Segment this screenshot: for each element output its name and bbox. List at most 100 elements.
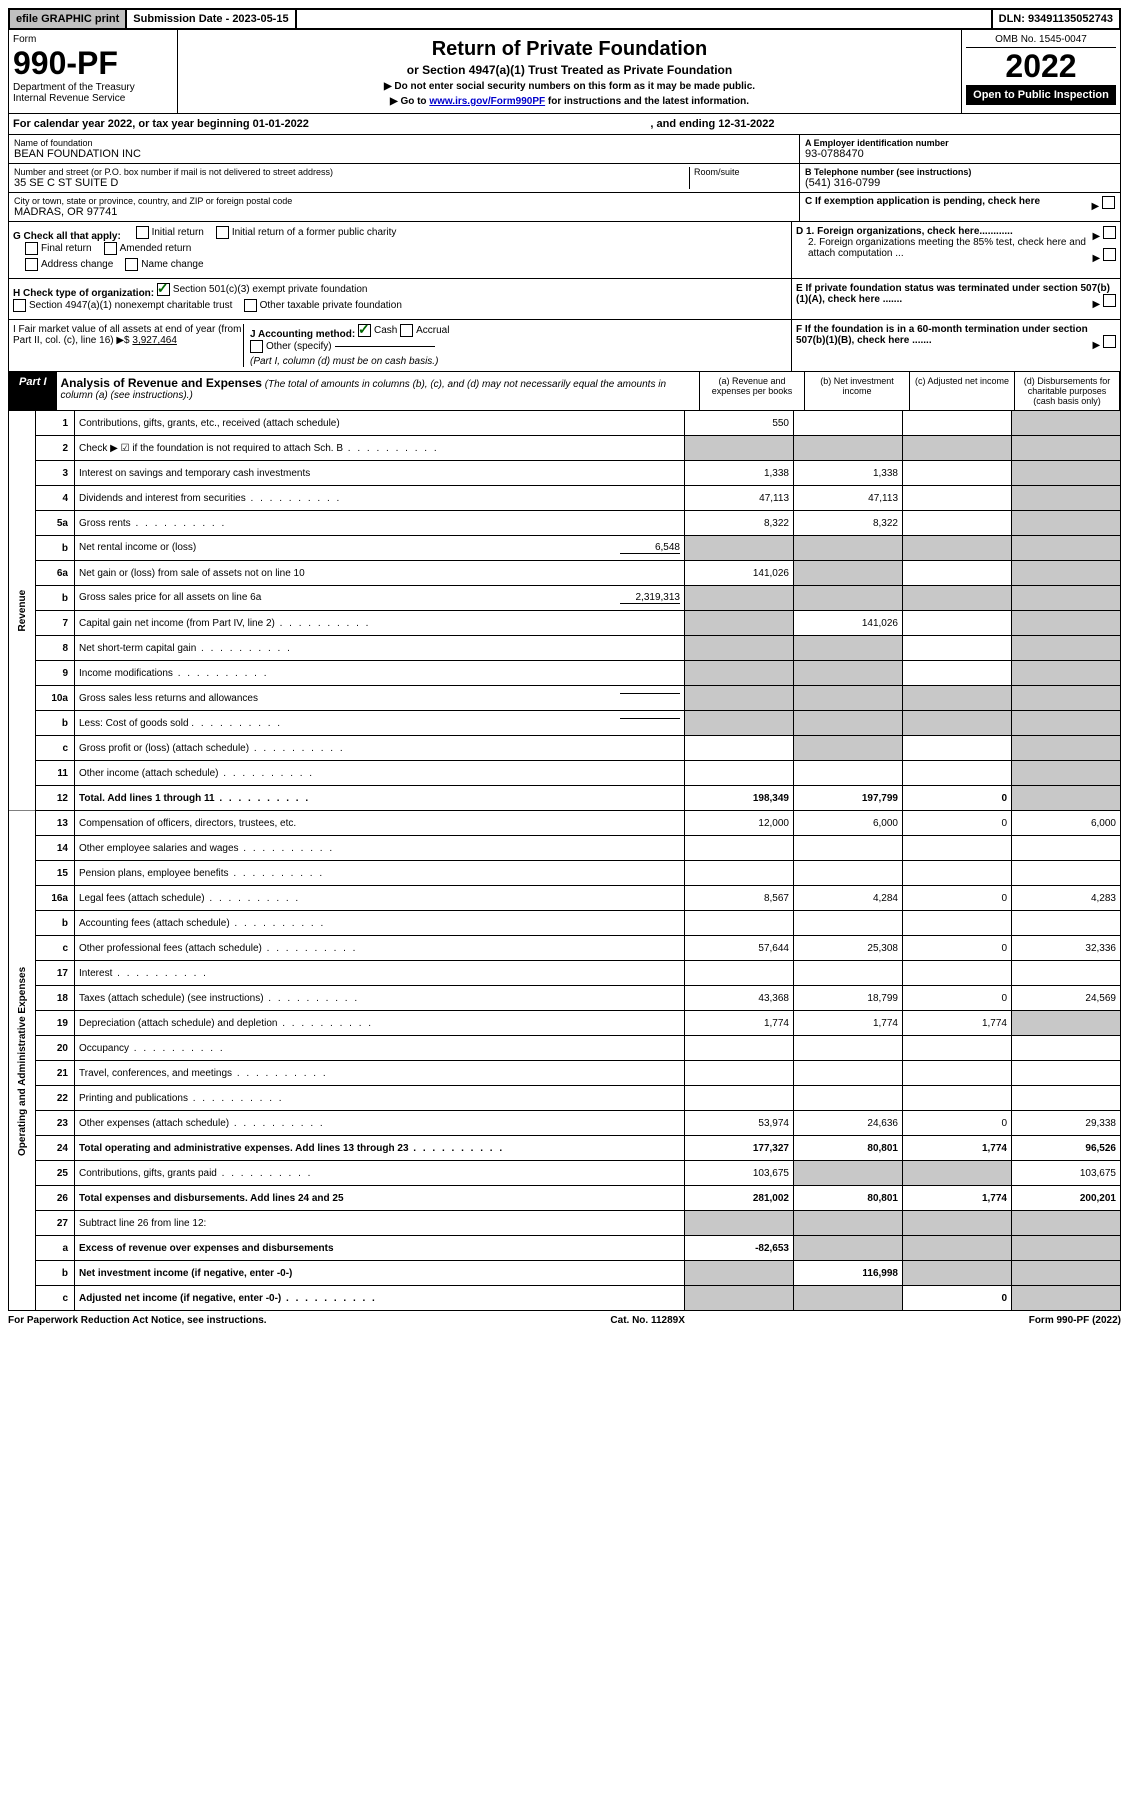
- header: Form 990-PF Department of the TreasuryIn…: [8, 30, 1121, 114]
- cell-c: [903, 511, 1012, 536]
- table-row: 12Total. Add lines 1 through 11198,34919…: [9, 786, 1121, 811]
- line-desc: Compensation of officers, directors, tru…: [75, 811, 685, 836]
- line-number: 21: [36, 1061, 75, 1086]
- cell-b: [794, 911, 903, 936]
- cell-b: [794, 636, 903, 661]
- line-desc: Subtract line 26 from line 12:: [75, 1211, 685, 1236]
- g-opt-0-checkbox[interactable]: [136, 226, 149, 239]
- cell-c: [903, 436, 1012, 461]
- cell-c: [903, 611, 1012, 636]
- h-other-checkbox[interactable]: [244, 299, 257, 312]
- line-number: 9: [36, 661, 75, 686]
- line-number: 24: [36, 1136, 75, 1161]
- cell-c: [903, 1086, 1012, 1111]
- cell-d: [1012, 461, 1121, 486]
- cell-a: 177,327: [685, 1136, 794, 1161]
- cell-c: [903, 836, 1012, 861]
- cell-b: 4,284: [794, 886, 903, 911]
- omb: OMB No. 1545-0047: [966, 34, 1116, 48]
- table-row: 3Interest on savings and temporary cash …: [9, 461, 1121, 486]
- g-opt-4-checkbox[interactable]: [25, 258, 38, 271]
- table-row: 18Taxes (attach schedule) (see instructi…: [9, 986, 1121, 1011]
- j-other-checkbox[interactable]: [250, 340, 263, 353]
- f-checkbox[interactable]: [1103, 335, 1116, 348]
- d2-checkbox[interactable]: [1103, 248, 1116, 261]
- cell-d: [1012, 911, 1121, 936]
- cell-d: [1012, 786, 1121, 811]
- g-row: G Check all that apply: Initial return I…: [8, 222, 1121, 279]
- title: Return of Private Foundation: [184, 38, 955, 61]
- i-j-row: I Fair market value of all assets at end…: [8, 320, 1121, 372]
- line-desc: Contributions, gifts, grants paid: [75, 1161, 685, 1186]
- j-cash-checkbox[interactable]: [358, 324, 371, 337]
- table-row: 19Depreciation (attach schedule) and dep…: [9, 1011, 1121, 1036]
- cell-d: [1012, 1261, 1121, 1286]
- g-opt-5-checkbox[interactable]: [125, 258, 138, 271]
- g-opt-3-checkbox[interactable]: [104, 242, 117, 255]
- cell-b: [794, 711, 903, 736]
- cell-b: [794, 1286, 903, 1311]
- line-number: 18: [36, 986, 75, 1011]
- table-row: 5aGross rents8,3228,322: [9, 511, 1121, 536]
- cell-a: [685, 736, 794, 761]
- cell-d: [1012, 611, 1121, 636]
- cell-a: [685, 1061, 794, 1086]
- cell-c: [903, 1236, 1012, 1261]
- d1-checkbox[interactable]: [1103, 226, 1116, 239]
- part1-header: Part I Analysis of Revenue and Expenses …: [8, 372, 1121, 411]
- col-a-header: (a) Revenue and expenses per books: [699, 372, 804, 410]
- table-row: bGross sales price for all assets on lin…: [9, 586, 1121, 611]
- line-number: b: [36, 536, 75, 561]
- line-desc: Printing and publications: [75, 1086, 685, 1111]
- line-number: 25: [36, 1161, 75, 1186]
- line-number: 7: [36, 611, 75, 636]
- line-number: a: [36, 1236, 75, 1261]
- cell-a: [685, 686, 794, 711]
- efile-label[interactable]: efile GRAPHIC print: [10, 10, 125, 28]
- j-accrual-checkbox[interactable]: [400, 324, 413, 337]
- h-4947-checkbox[interactable]: [13, 299, 26, 312]
- header-left: Form 990-PF Department of the TreasuryIn…: [9, 30, 178, 113]
- table-row: 22Printing and publications: [9, 1086, 1121, 1111]
- table-row: bAccounting fees (attach schedule): [9, 911, 1121, 936]
- footer-right: Form 990-PF (2022): [1029, 1315, 1121, 1326]
- e-checkbox[interactable]: [1103, 294, 1116, 307]
- header-right: OMB No. 1545-0047 2022 Open to Public In…: [961, 30, 1120, 113]
- cell-a: 8,322: [685, 511, 794, 536]
- g-opt-1-checkbox[interactable]: [216, 226, 229, 239]
- line-desc: Total operating and administrative expen…: [75, 1136, 685, 1161]
- cell-b: 197,799: [794, 786, 903, 811]
- footer-left: For Paperwork Reduction Act Notice, see …: [8, 1315, 267, 1326]
- cell-d: [1012, 1061, 1121, 1086]
- line-number: 23: [36, 1111, 75, 1136]
- irs-link[interactable]: www.irs.gov/Form990PF: [429, 96, 545, 107]
- cell-b: 1,774: [794, 1011, 903, 1036]
- cell-a: 12,000: [685, 811, 794, 836]
- cell-a: [685, 536, 794, 561]
- line-desc: Net short-term capital gain: [75, 636, 685, 661]
- table-row: cAdjusted net income (if negative, enter…: [9, 1286, 1121, 1311]
- columns-header: (a) Revenue and expenses per books (b) N…: [699, 372, 1120, 410]
- cell-c: 0: [903, 886, 1012, 911]
- cell-a: 1,774: [685, 1011, 794, 1036]
- line-desc: Pension plans, employee benefits: [75, 861, 685, 886]
- cell-c: [903, 861, 1012, 886]
- cell-a: [685, 1211, 794, 1236]
- cell-d: [1012, 861, 1121, 886]
- g-opt-2-checkbox[interactable]: [25, 242, 38, 255]
- cell-d: 96,526: [1012, 1136, 1121, 1161]
- cell-b: 47,113: [794, 486, 903, 511]
- cell-b: [794, 661, 903, 686]
- cell-d: 103,675: [1012, 1161, 1121, 1186]
- cell-a: [685, 636, 794, 661]
- line-desc: Gross profit or (loss) (attach schedule): [75, 736, 685, 761]
- h-501c3-checkbox[interactable]: [157, 283, 170, 296]
- c-checkbox[interactable]: [1102, 196, 1115, 209]
- info-right: A Employer identification number 93-0788…: [800, 135, 1120, 221]
- dept: Department of the TreasuryInternal Reven…: [13, 82, 173, 104]
- line-number: b: [36, 711, 75, 736]
- cell-d: [1012, 836, 1121, 861]
- cell-c: [903, 961, 1012, 986]
- cell-b: [794, 536, 903, 561]
- cell-d: [1012, 961, 1121, 986]
